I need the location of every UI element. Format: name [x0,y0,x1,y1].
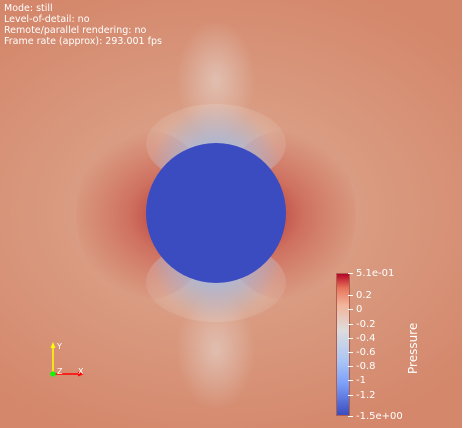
scalar-bar-tick-label: -0.8 [356,361,376,372]
scalar-bar-tick [348,352,353,353]
scalar-bar-max-tick [348,273,353,274]
info-frame-rate: Frame rate (approx): 293.001 fps [4,36,162,47]
scalar-bar-tick [348,338,353,339]
scalar-bar-gradient [336,273,350,416]
z-axis-dot [50,371,56,377]
x-axis-label: X [78,367,84,376]
scalar-bar-tick [348,380,353,381]
scalar-bar-tick-label: -0.4 [356,333,376,344]
scalar-bar-labels: 5.1e-01 -1.5e+00 0.2 0 -0.2 -0.4 -0.6 -0.8 -1 -… [356,266,416,426]
orientation-axes: Y Z X [44,338,94,388]
pressure-field-upstream-shade [176,20,256,140]
z-axis-label: Z [57,367,63,376]
scalar-bar-min-tick [348,416,353,417]
y-axis-arrowhead [50,342,56,348]
cylinder-obstacle [146,143,286,283]
scalar-bar-tick-label: 0.2 [356,290,372,301]
scalar-bar-title: Pressure [406,322,420,374]
scalar-bar-tick [348,295,353,296]
info-level-of-detail: Level-of-detail: no [4,14,90,25]
scalar-bar-tick [348,309,353,310]
scalar-bar-tick-label: -0.2 [356,319,376,330]
viewport-margin [462,0,474,428]
scalar-bar-min-label: -1.5e+00 [356,411,403,422]
scalar-bar-tick-label: -1.2 [356,390,376,401]
scalar-bar-tick [348,366,353,367]
render-info-overlay: Mode: still Level-of-detail: no Remote/p… [4,3,162,47]
x-axis-arrowhead [78,371,84,377]
scalar-bar-tick-label: -1 [356,375,366,386]
scalar-bar-max-label: 5.1e-01 [356,268,395,279]
scalar-bar-tick [348,395,353,396]
scalar-bar-tick-label: 0 [356,304,363,315]
info-remote-rendering: Remote/parallel rendering: no [4,25,147,36]
scalar-bar-tick [348,324,353,325]
pressure-field-downstream-shade [176,290,256,410]
info-mode: Mode: still [4,3,53,14]
orientation-axes-svg [50,342,84,377]
render-viewport[interactable]: Mode: still Level-of-detail: no Remote/p… [0,0,462,428]
y-axis-label: Y [57,342,62,351]
scalar-bar-tick-label: -0.6 [356,347,376,358]
